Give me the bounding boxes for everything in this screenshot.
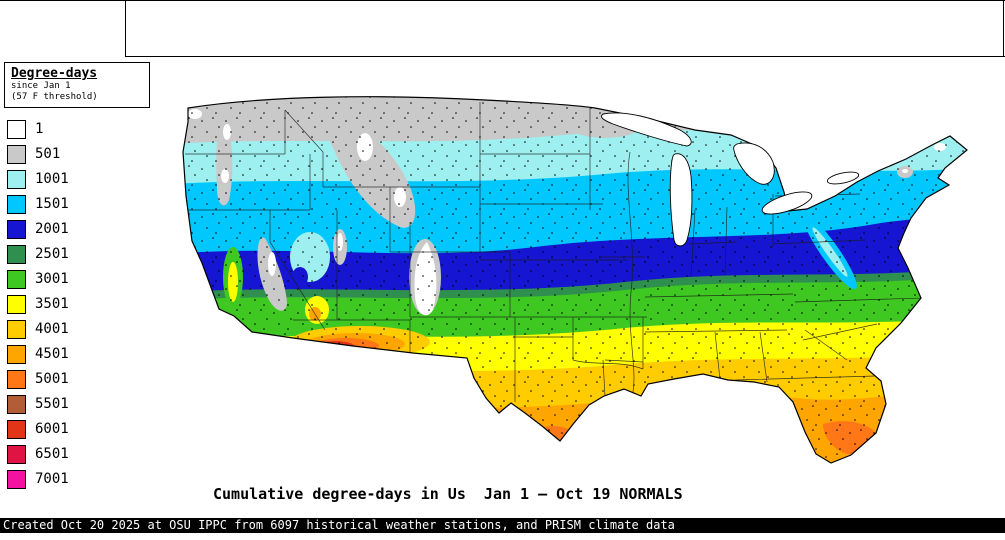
legend-swatch	[7, 469, 26, 489]
legend-subtitle-threshold: (57 F threshold)	[11, 92, 98, 102]
legend-panel: Degree-days since Jan 1 (57 F threshold)	[4, 62, 150, 108]
map-overlays	[183, 96, 967, 463]
frame-notch-vertical	[125, 0, 126, 57]
legend-entry: 4501	[7, 344, 69, 364]
lake-huron	[733, 142, 775, 185]
us-degree-days-map	[182, 96, 968, 464]
lake-michigan	[669, 153, 693, 247]
legend-label: 6001	[35, 421, 69, 437]
legend-swatch	[7, 369, 26, 389]
legend-title: Degree-days	[11, 66, 98, 81]
legend-label: 3001	[35, 271, 69, 287]
legend-label: 3501	[35, 296, 69, 312]
frame-right-line	[1003, 0, 1004, 57]
frame-notch-horizontal	[125, 56, 1005, 57]
legend-swatch	[7, 144, 26, 164]
legend-label: 7001	[35, 471, 69, 487]
legend-label: 1001	[35, 171, 69, 187]
legend-entry: 1001	[7, 169, 69, 189]
legend-swatch	[7, 194, 26, 214]
legend-label: 5501	[35, 396, 69, 412]
legend-entry: 6501	[7, 444, 69, 464]
legend-label: 4501	[35, 346, 69, 362]
legend-swatch	[7, 444, 26, 464]
legend-entry: 1501	[7, 194, 69, 214]
legend-subtitle-since: since Jan 1	[11, 81, 71, 91]
legend-label: 2001	[35, 221, 69, 237]
sw-desert-brown	[312, 344, 328, 352]
legend-swatch	[7, 294, 26, 314]
legend-entry: 2001	[7, 219, 69, 239]
legend-entry: 6001	[7, 419, 69, 439]
legend-entry: 1	[7, 119, 69, 139]
lake-superior	[601, 112, 692, 147]
legend-swatch	[7, 169, 26, 189]
legend-swatch	[7, 269, 26, 289]
legend-swatch	[7, 119, 26, 139]
legend-entry: 5001	[7, 369, 69, 389]
lake-erie	[761, 191, 813, 215]
lake-ontario	[826, 171, 860, 185]
footer-credit-bar: Created Oct 20 2025 at OSU IPPC from 609…	[0, 518, 1005, 533]
legend-label: 4001	[35, 321, 69, 337]
legend-swatch	[7, 219, 26, 239]
frame-top-line	[0, 0, 1005, 1]
legend-entry: 7001	[7, 469, 69, 489]
legend-label: 1	[35, 121, 44, 137]
legend-swatch	[7, 394, 26, 414]
legend-entry: 2501	[7, 244, 69, 264]
map-caption: Cumulative degree-days in Us Jan 1 — Oct…	[213, 485, 683, 503]
great-lakes	[601, 112, 860, 247]
legend-label: 5001	[35, 371, 69, 387]
legend-entry: 3001	[7, 269, 69, 289]
legend-label: 6501	[35, 446, 69, 462]
legend-label: 1501	[35, 196, 69, 212]
legend-entry: 4001	[7, 319, 69, 339]
legend-label: 2501	[35, 246, 69, 262]
legend-swatch	[7, 344, 26, 364]
legend-entry: 5501	[7, 394, 69, 414]
legend-swatch	[7, 244, 26, 264]
legend-entry: 501	[7, 144, 69, 164]
legend-entries: 1 501 1001 1501 2001 2501 3001 3501 4001 4501 5001…	[7, 119, 69, 489]
legend-swatch	[7, 319, 26, 339]
legend-label: 501	[35, 146, 61, 162]
legend-swatch	[7, 419, 26, 439]
legend-entry: 3501	[7, 294, 69, 314]
